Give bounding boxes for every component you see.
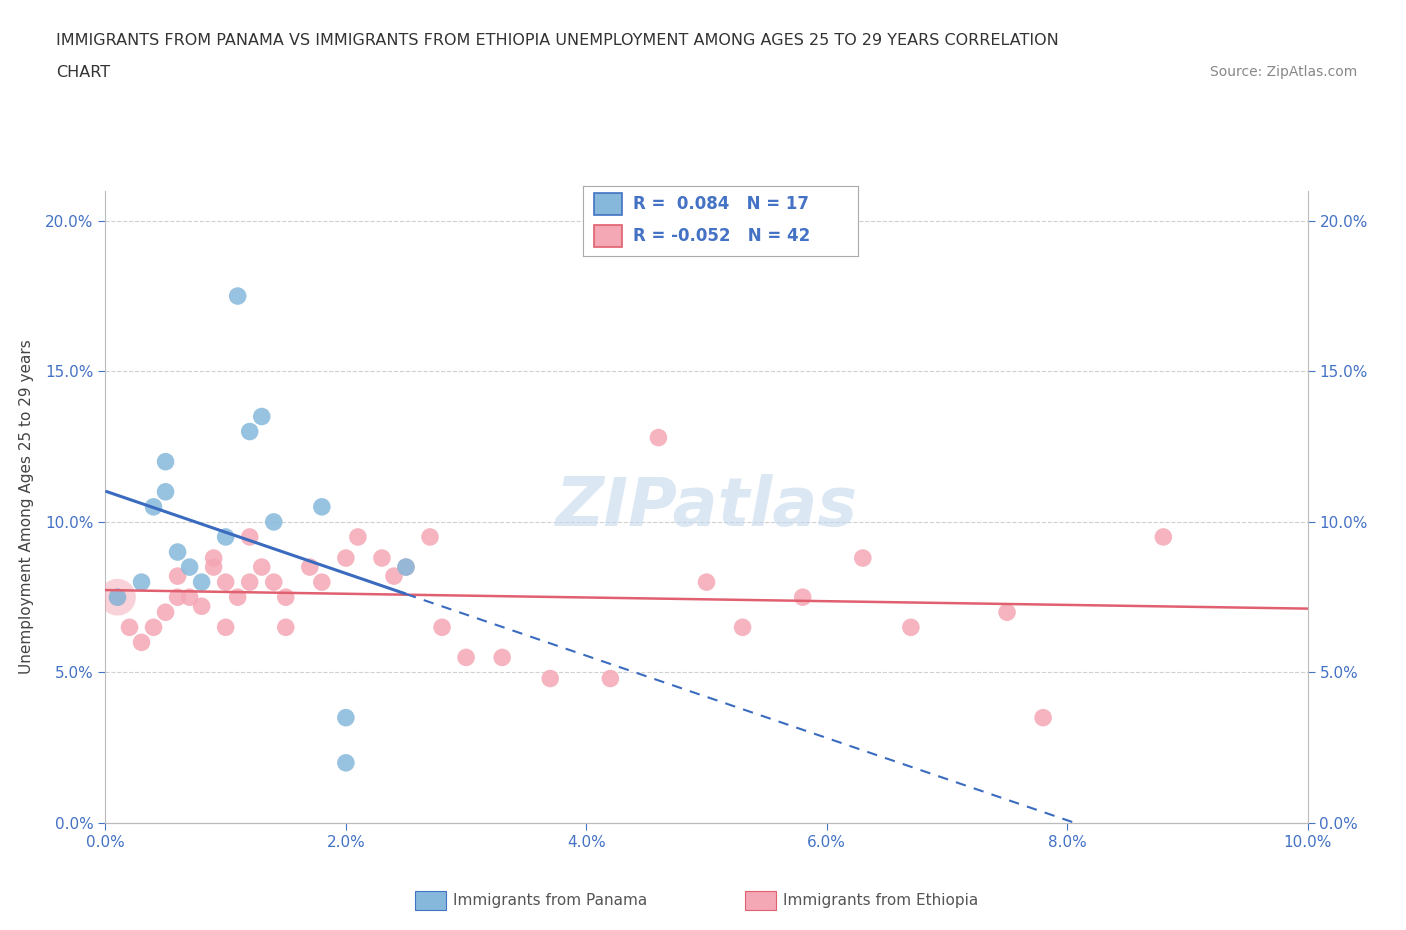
Point [347,529,370,544]
Point [226,590,249,604]
Text: R =  0.084   N = 17: R = 0.084 N = 17 [633,195,808,213]
Point [250,560,273,575]
Point [335,711,357,725]
Text: CHART: CHART [56,65,110,80]
Point [131,635,153,650]
Point [107,590,129,604]
Point [454,650,477,665]
Text: Source: ZipAtlas.com: Source: ZipAtlas.com [1209,65,1357,79]
Bar [595,193,621,216]
Text: Immigrants from Panama: Immigrants from Panama [453,893,647,908]
Point [792,590,814,604]
Point [250,409,273,424]
Point [107,590,129,604]
Point [155,454,177,469]
Point [274,620,297,635]
Point [166,545,188,560]
Text: IMMIGRANTS FROM PANAMA VS IMMIGRANTS FROM ETHIOPIA UNEMPLOYMENT AMONG AGES 25 TO: IMMIGRANTS FROM PANAMA VS IMMIGRANTS FRO… [56,33,1059,47]
Point [239,575,262,590]
Y-axis label: Unemployment Among Ages 25 to 29 years: Unemployment Among Ages 25 to 29 years [20,339,34,674]
Point [311,499,333,514]
Point [202,560,225,575]
Text: Immigrants from Ethiopia: Immigrants from Ethiopia [783,893,979,908]
Point [131,575,153,590]
Point [382,568,405,583]
Point [142,620,165,635]
Point [298,560,321,575]
Point [202,551,225,565]
Point [107,590,129,604]
Point [263,575,285,590]
Point [179,590,201,604]
Point [696,575,718,590]
Bar [595,225,621,247]
Point [118,620,141,635]
Point [166,590,188,604]
Point [190,575,212,590]
Point [647,431,669,445]
Point [852,551,875,565]
Point [274,590,297,604]
Point [430,620,453,635]
Text: ZIPatlas: ZIPatlas [555,474,858,539]
Point [419,529,441,544]
Point [239,424,262,439]
Point [395,560,418,575]
Point [214,529,236,544]
Point [190,599,212,614]
Point [371,551,394,565]
Point [263,514,285,529]
Point [900,620,922,635]
Point [179,560,201,575]
Point [599,671,621,686]
Point [1032,711,1054,725]
Point [491,650,513,665]
Point [995,604,1018,619]
Point [335,551,357,565]
Point [166,568,188,583]
Point [239,529,262,544]
Point [395,560,418,575]
Point [226,288,249,303]
Point [1152,529,1174,544]
Point [142,499,165,514]
Point [155,604,177,619]
Point [731,620,754,635]
Point [214,575,236,590]
Point [335,755,357,770]
Point [155,485,177,499]
Point [214,620,236,635]
Text: R = -0.052   N = 42: R = -0.052 N = 42 [633,227,810,246]
Point [538,671,561,686]
Point [311,575,333,590]
